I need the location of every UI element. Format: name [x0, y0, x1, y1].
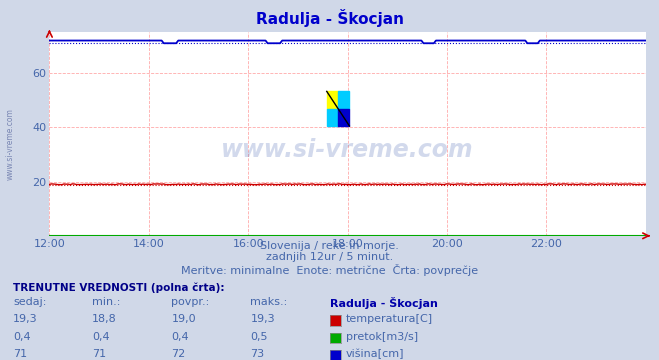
Text: Slovenija / reke in morje.: Slovenija / reke in morje.	[260, 241, 399, 251]
Text: min.:: min.:	[92, 297, 121, 307]
Text: višina[cm]: višina[cm]	[346, 349, 405, 359]
Text: 71: 71	[92, 349, 106, 359]
Text: TRENUTNE VREDNOSTI (polna črta):: TRENUTNE VREDNOSTI (polna črta):	[13, 283, 225, 293]
Text: zadnjih 12ur / 5 minut.: zadnjih 12ur / 5 minut.	[266, 252, 393, 262]
Text: 0,4: 0,4	[171, 332, 189, 342]
FancyBboxPatch shape	[338, 109, 349, 126]
Text: 0,4: 0,4	[13, 332, 31, 342]
Text: Radulja - Škocjan: Radulja - Škocjan	[256, 9, 403, 27]
Text: Meritve: minimalne  Enote: metrične  Črta: povprečje: Meritve: minimalne Enote: metrične Črta:…	[181, 264, 478, 275]
Text: 19,3: 19,3	[250, 314, 275, 324]
Text: www.si-vreme.com: www.si-vreme.com	[221, 138, 474, 162]
Text: sedaj:: sedaj:	[13, 297, 47, 307]
Text: 0,4: 0,4	[92, 332, 110, 342]
Text: 18,8: 18,8	[92, 314, 117, 324]
Text: povpr.:: povpr.:	[171, 297, 210, 307]
Text: maks.:: maks.:	[250, 297, 288, 307]
Text: 19,0: 19,0	[171, 314, 196, 324]
Text: www.si-vreme.com: www.si-vreme.com	[5, 108, 14, 180]
Text: 73: 73	[250, 349, 264, 359]
Text: Radulja - Škocjan: Radulja - Škocjan	[330, 297, 438, 309]
Text: 72: 72	[171, 349, 186, 359]
FancyBboxPatch shape	[327, 109, 338, 126]
Text: 0,5: 0,5	[250, 332, 268, 342]
FancyBboxPatch shape	[338, 91, 349, 109]
Text: 71: 71	[13, 349, 27, 359]
Text: 19,3: 19,3	[13, 314, 38, 324]
FancyBboxPatch shape	[327, 91, 338, 109]
Text: pretok[m3/s]: pretok[m3/s]	[346, 332, 418, 342]
Text: temperatura[C]: temperatura[C]	[346, 314, 433, 324]
